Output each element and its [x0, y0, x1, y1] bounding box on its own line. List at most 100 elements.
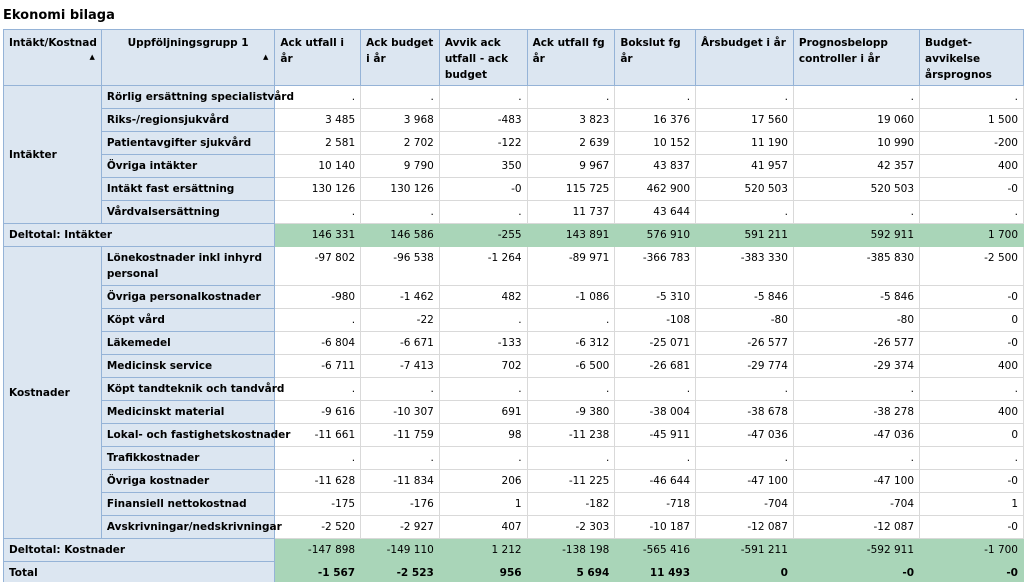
table-cell: 400	[919, 354, 1024, 378]
total-cell: -2 523	[360, 561, 440, 582]
table-cell: -176	[360, 492, 440, 516]
subtotal-cell: -565 416	[614, 538, 697, 562]
column-header[interactable]: Intäkt/Kostnad ▲	[3, 29, 102, 86]
table-row: Medicinskt material -9 616 -10 307 691 -9 38…	[4, 400, 1024, 424]
table-cell: 0	[919, 423, 1024, 447]
table-cell: 19 060	[792, 108, 921, 132]
table-cell: .	[614, 85, 697, 109]
table-cell: -175	[274, 492, 362, 516]
subtotal-cell: -255	[438, 223, 528, 247]
column-header[interactable]: Avvik ack utfall - ack budget	[438, 29, 528, 86]
table-row: Övriga kostnader -11 628 -11 834 206 -11 225…	[4, 469, 1024, 493]
table-cell: 9 790	[360, 154, 440, 178]
table-cell: -38 678	[695, 400, 794, 424]
table-cell: -366 783	[614, 246, 697, 286]
table-cell: .	[792, 200, 921, 224]
table-cell: -89 971	[526, 246, 616, 286]
table-cell: .	[919, 446, 1024, 470]
subtotal-label: Deltotal: Intäkter	[3, 223, 276, 247]
table-cell: 130 126	[360, 177, 440, 201]
table-cell: .	[792, 377, 921, 401]
table-cell: 42 357	[792, 154, 921, 178]
column-header[interactable]: Budget-avvikelse årsprognos	[919, 29, 1024, 86]
table-cell: .	[438, 85, 528, 109]
column-header[interactable]: Bokslut fg år	[614, 29, 697, 86]
column-header[interactable]: Ack budget i år	[360, 29, 440, 86]
table-cell: -980	[274, 285, 362, 309]
table-cell: -182	[526, 492, 616, 516]
subtotal-cell: 143 891	[526, 223, 616, 247]
table-cell: -47 036	[695, 423, 794, 447]
table-cell: .	[919, 85, 1024, 109]
table-cell: -12 087	[792, 515, 921, 539]
table-cell: .	[360, 200, 440, 224]
table-row: Kostnader Lönekostnader inkl inhyrd perso…	[3, 246, 1024, 539]
table-cell: 0	[919, 308, 1024, 332]
table-cell: -6 671	[360, 331, 440, 355]
table-cell: -2 927	[360, 515, 440, 539]
row-label: Köpt tandteknik och tandvård	[100, 377, 284, 401]
table-cell: 2 639	[526, 131, 616, 155]
table-cell: 2 581	[274, 131, 362, 155]
sort-ascending-icon[interactable]: ▲	[262, 53, 269, 61]
table-cell: -96 538	[360, 246, 440, 286]
table-cell: .	[526, 308, 616, 332]
column-header[interactable]: Ack utfall i år	[274, 29, 362, 86]
table-cell: 9 967	[526, 154, 616, 178]
table-cell: -704	[792, 492, 921, 516]
report-table-container: Intäkt/Kostnad ▲ Uppföljningsgrupp 1 ▲ A…	[3, 29, 1024, 582]
table-cell: 10 140	[274, 154, 362, 178]
table-cell: -26 681	[614, 354, 697, 378]
table-cell: 482	[438, 285, 528, 309]
table-cell: .	[695, 200, 794, 224]
table-cell: 98	[438, 423, 528, 447]
table-cell: .	[919, 200, 1024, 224]
row-label: Avskrivningar/nedskrivningar	[100, 515, 282, 539]
table-cell: 130 126	[274, 177, 362, 201]
column-header[interactable]: Uppföljningsgrupp 1 ▲	[100, 29, 276, 86]
table-cell: -0	[919, 515, 1024, 539]
row-label: Intäkt fast ersättning	[100, 177, 276, 201]
table-cell: .	[360, 85, 440, 109]
column-header[interactable]: Ack utfall fg år	[526, 29, 616, 86]
column-header[interactable]: Årsbudget i år	[695, 29, 794, 86]
table-cell: -47 100	[695, 469, 794, 493]
table-cell: 41 957	[695, 154, 794, 178]
table-cell: 206	[438, 469, 528, 493]
table-cell: 11 190	[695, 131, 794, 155]
table-cell: .	[274, 377, 362, 401]
table-cell: -0	[438, 177, 528, 201]
table-cell: .	[274, 446, 362, 470]
table-cell: 400	[919, 400, 1024, 424]
table-cell: .	[526, 377, 616, 401]
sort-ascending-icon[interactable]: ▲	[89, 53, 95, 61]
table-cell: -0	[919, 177, 1024, 201]
table-cell: 16 376	[614, 108, 697, 132]
table-cell: -46 644	[614, 469, 697, 493]
row-label: Övriga intäkter	[100, 154, 276, 178]
table-row: Patientavgifter sjukvård 2 581 2 702 -122 2 …	[4, 131, 1024, 155]
table-row: Övriga intäkter 10 140 9 790 350 9 967 43 837…	[4, 154, 1024, 178]
table-row: Köpt tandteknik och tandvård........	[4, 377, 1024, 401]
table-cell: -12 087	[695, 515, 794, 539]
table-cell: 3 968	[360, 108, 440, 132]
table-cell: 691	[438, 400, 528, 424]
table-cell: -2 303	[526, 515, 616, 539]
table-cell: .	[695, 377, 794, 401]
table-cell: .	[274, 308, 362, 332]
page-title: Ekonomi bilaga	[3, 8, 115, 23]
table-cell: 1 500	[919, 108, 1024, 132]
table-row: Riks-/regionsjukvård 3 485 3 968 -483 3 823 1…	[4, 108, 1024, 132]
column-header[interactable]: Prognosbelopp controller i år	[792, 29, 921, 86]
table-cell: -45 911	[614, 423, 697, 447]
subtotal-cell: -138 198	[526, 538, 616, 562]
table-cell: -9 380	[526, 400, 616, 424]
table-cell: .	[274, 200, 362, 224]
table-cell: -11 759	[360, 423, 440, 447]
subtotal-cell: -591 211	[695, 538, 794, 562]
row-label: Övriga personalkostnader	[100, 285, 276, 309]
subtotal-cell: -149 110	[360, 538, 440, 562]
table-cell: -38 278	[792, 400, 921, 424]
table-cell: 1	[919, 492, 1024, 516]
table-cell: -47 100	[792, 469, 921, 493]
